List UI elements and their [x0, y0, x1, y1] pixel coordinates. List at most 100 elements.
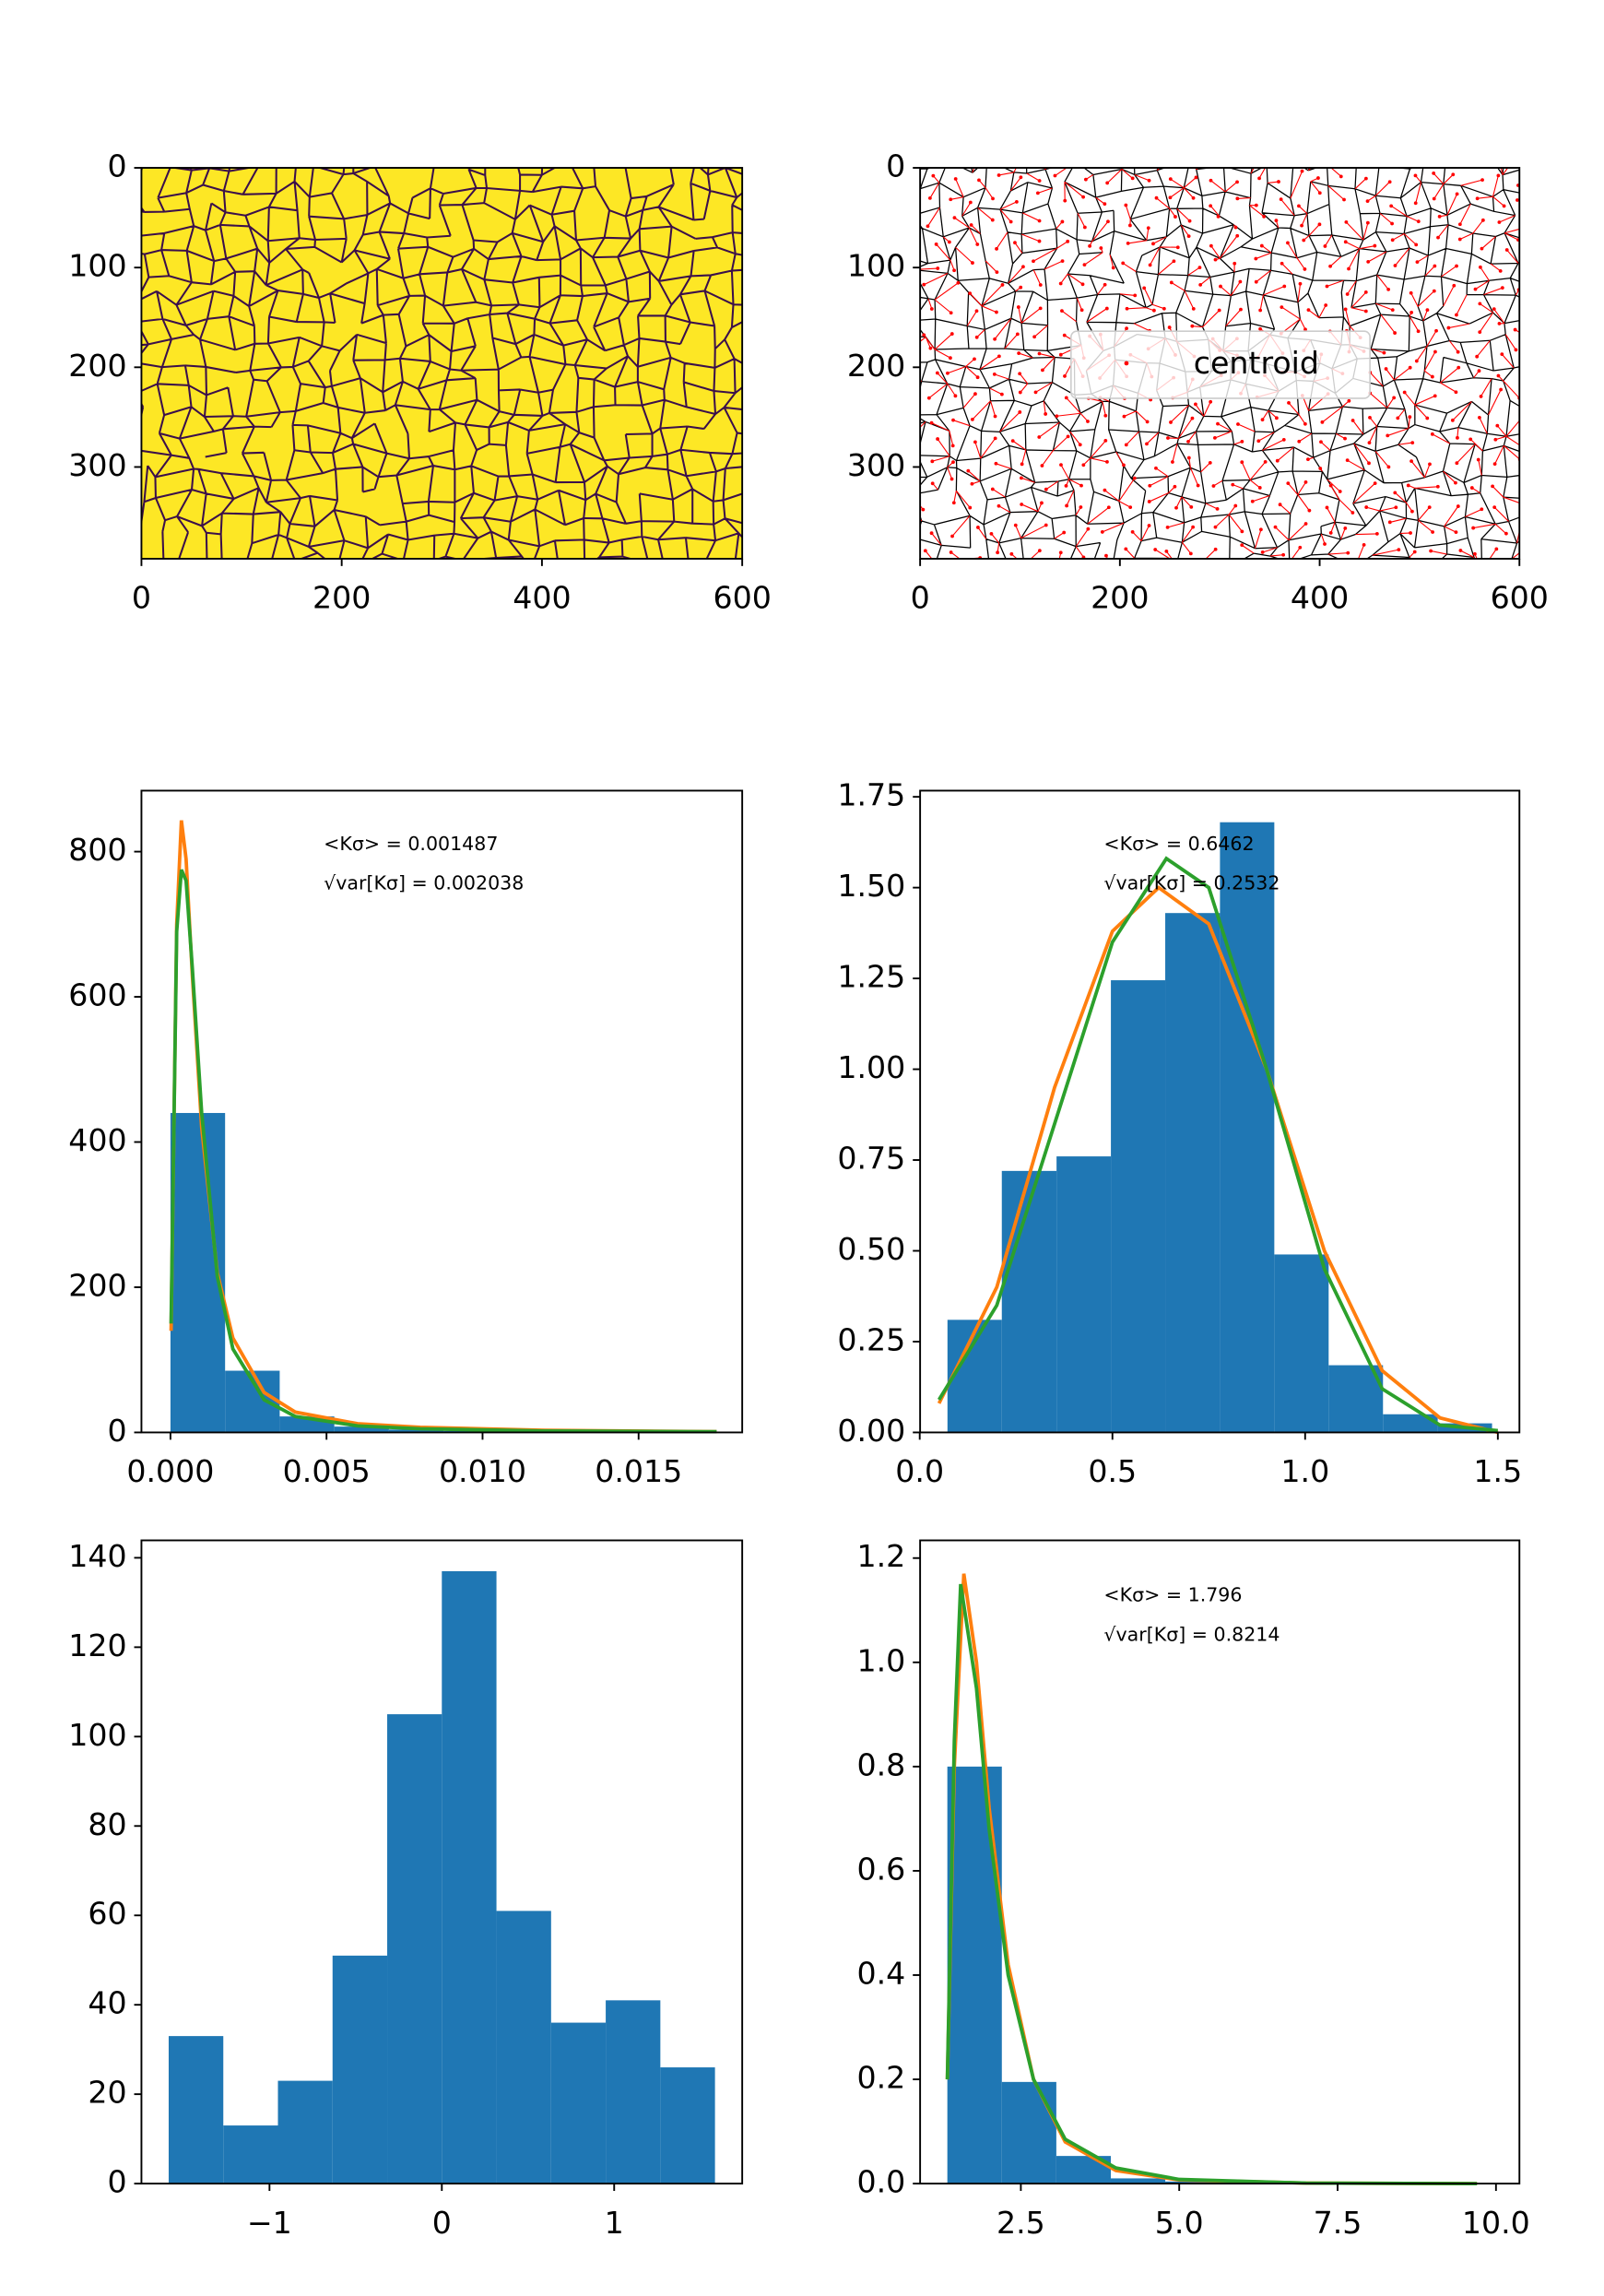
x-tick-label: −1 — [247, 2205, 292, 2241]
y-tick-label: 1.25 — [837, 959, 905, 995]
centroid-dot — [999, 392, 1004, 396]
bar — [947, 1320, 1002, 1433]
centroid-dot — [996, 550, 1000, 555]
centroid-dot — [1300, 169, 1304, 173]
centroid-dot — [1100, 530, 1104, 534]
centroid-dot — [1232, 261, 1237, 266]
centroid-dot — [951, 501, 956, 505]
y-tick-label: 1.2 — [856, 1538, 905, 1574]
bar — [388, 1429, 444, 1433]
centroid-dot — [1347, 266, 1350, 271]
y-tick-label: 0.4 — [856, 1955, 905, 1991]
bar — [1220, 822, 1275, 1433]
y-tick-label: 0 — [107, 1413, 126, 1449]
annotation: <Kσ> = 0.001487 — [324, 833, 498, 855]
legend-box — [1070, 330, 1371, 399]
centroid-dot — [1151, 242, 1155, 246]
centroid-dot — [1343, 527, 1348, 530]
x-tick-label: 5.0 — [1155, 2205, 1204, 2241]
y-tick-label: 0.50 — [837, 1231, 905, 1267]
centroid-dot — [1035, 191, 1040, 195]
y-tick-label: 0.25 — [837, 1321, 905, 1357]
x-tick-label: 7.5 — [1314, 2205, 1362, 2241]
y-tick-label: 60 — [88, 1896, 126, 1932]
x-tick-label: 600 — [1491, 580, 1549, 616]
x-tick-label: 0.5 — [1088, 1453, 1137, 1489]
bar — [442, 1570, 497, 2184]
bar — [660, 2067, 715, 2184]
centroid-dot — [1152, 308, 1156, 313]
fit-curve — [937, 856, 1499, 1433]
fit-curve — [937, 885, 1499, 1435]
y-tick-label: 600 — [68, 977, 126, 1013]
y-tick-label: 200 — [68, 1267, 126, 1303]
x-tick-label: 400 — [513, 580, 571, 616]
y-tick-label: 300 — [847, 447, 905, 483]
bar — [277, 2080, 333, 2184]
centroid-dot — [1166, 436, 1170, 440]
x-tick-label: 600 — [713, 580, 771, 616]
y-tick-label: 200 — [68, 348, 126, 384]
centroid-dot — [929, 307, 934, 311]
x-tick-label: 10.0 — [1462, 2205, 1530, 2241]
centroid-dot — [1148, 263, 1152, 267]
y-tick-label: 400 — [68, 1122, 126, 1158]
centroid-dot — [1099, 246, 1103, 250]
axes-frame — [140, 789, 744, 1434]
centroid-dot — [1111, 266, 1115, 270]
axes-frame — [919, 1539, 1521, 2185]
y-tick-label: 1.0 — [856, 1642, 905, 1678]
x-tick-label: 0 — [132, 580, 151, 616]
y-tick-label: 20 — [88, 2075, 126, 2111]
bar — [168, 2036, 224, 2184]
bar — [387, 1714, 442, 2184]
centroid-dot — [1260, 550, 1265, 554]
x-tick-label: 1 — [605, 2205, 624, 2241]
centroid-dot — [1362, 542, 1366, 547]
y-tick-label: 0.2 — [856, 2060, 905, 2096]
bar — [1001, 2081, 1056, 2184]
fit-curve — [945, 1583, 1478, 2185]
centroid-dot — [1174, 505, 1178, 510]
y-tick-label: 0.0 — [856, 2164, 905, 2200]
x-tick-label: 0 — [911, 580, 930, 616]
centroid-dot — [997, 173, 1001, 177]
axes-frame — [140, 167, 744, 560]
centroid-dot — [1020, 462, 1024, 467]
bar — [1056, 1156, 1112, 1433]
bar — [1328, 1365, 1384, 1433]
grain-boundaries — [920, 168, 1520, 559]
bar — [1111, 980, 1166, 1433]
bar — [1165, 2181, 1221, 2184]
bar — [1383, 1414, 1438, 1433]
centroid-dot — [936, 266, 940, 270]
centroid-dot — [1373, 243, 1377, 248]
centroid-dot — [1063, 198, 1067, 203]
y-tick-label: 100 — [68, 1717, 126, 1753]
y-tick-label: 0.6 — [856, 1851, 905, 1887]
centroid-dot — [973, 440, 977, 444]
y-tick-label: 0.00 — [837, 1413, 905, 1449]
x-tick-label: 200 — [313, 580, 371, 616]
centroid-dot — [950, 444, 955, 448]
centroid-dot — [1456, 435, 1459, 440]
annotation: √var[Kσ] = 0.002038 — [324, 872, 524, 894]
bar — [1110, 2178, 1166, 2184]
centroid-dot — [1126, 241, 1130, 245]
y-tick-label: 0 — [886, 148, 905, 184]
centroid-dot — [1105, 459, 1109, 464]
y-tick-label: 140 — [68, 1538, 126, 1574]
y-tick-label: 300 — [68, 447, 126, 483]
centroid-dot — [1088, 243, 1092, 248]
centroid-dot — [1496, 173, 1501, 178]
grain-boundaries — [141, 168, 743, 559]
y-tick-label: 0 — [107, 2164, 126, 2200]
annotation: √var[Kσ] = 0.8214 — [1103, 1623, 1280, 1645]
annotation: <Kσ> = 1.796 — [1103, 1584, 1242, 1606]
bar — [550, 2022, 607, 2184]
y-tick-label: 80 — [88, 1806, 126, 1842]
bar — [606, 2000, 661, 2184]
bar — [334, 1426, 389, 1433]
x-tick-label: 1.0 — [1280, 1453, 1329, 1489]
centroid-dot — [1125, 306, 1129, 311]
